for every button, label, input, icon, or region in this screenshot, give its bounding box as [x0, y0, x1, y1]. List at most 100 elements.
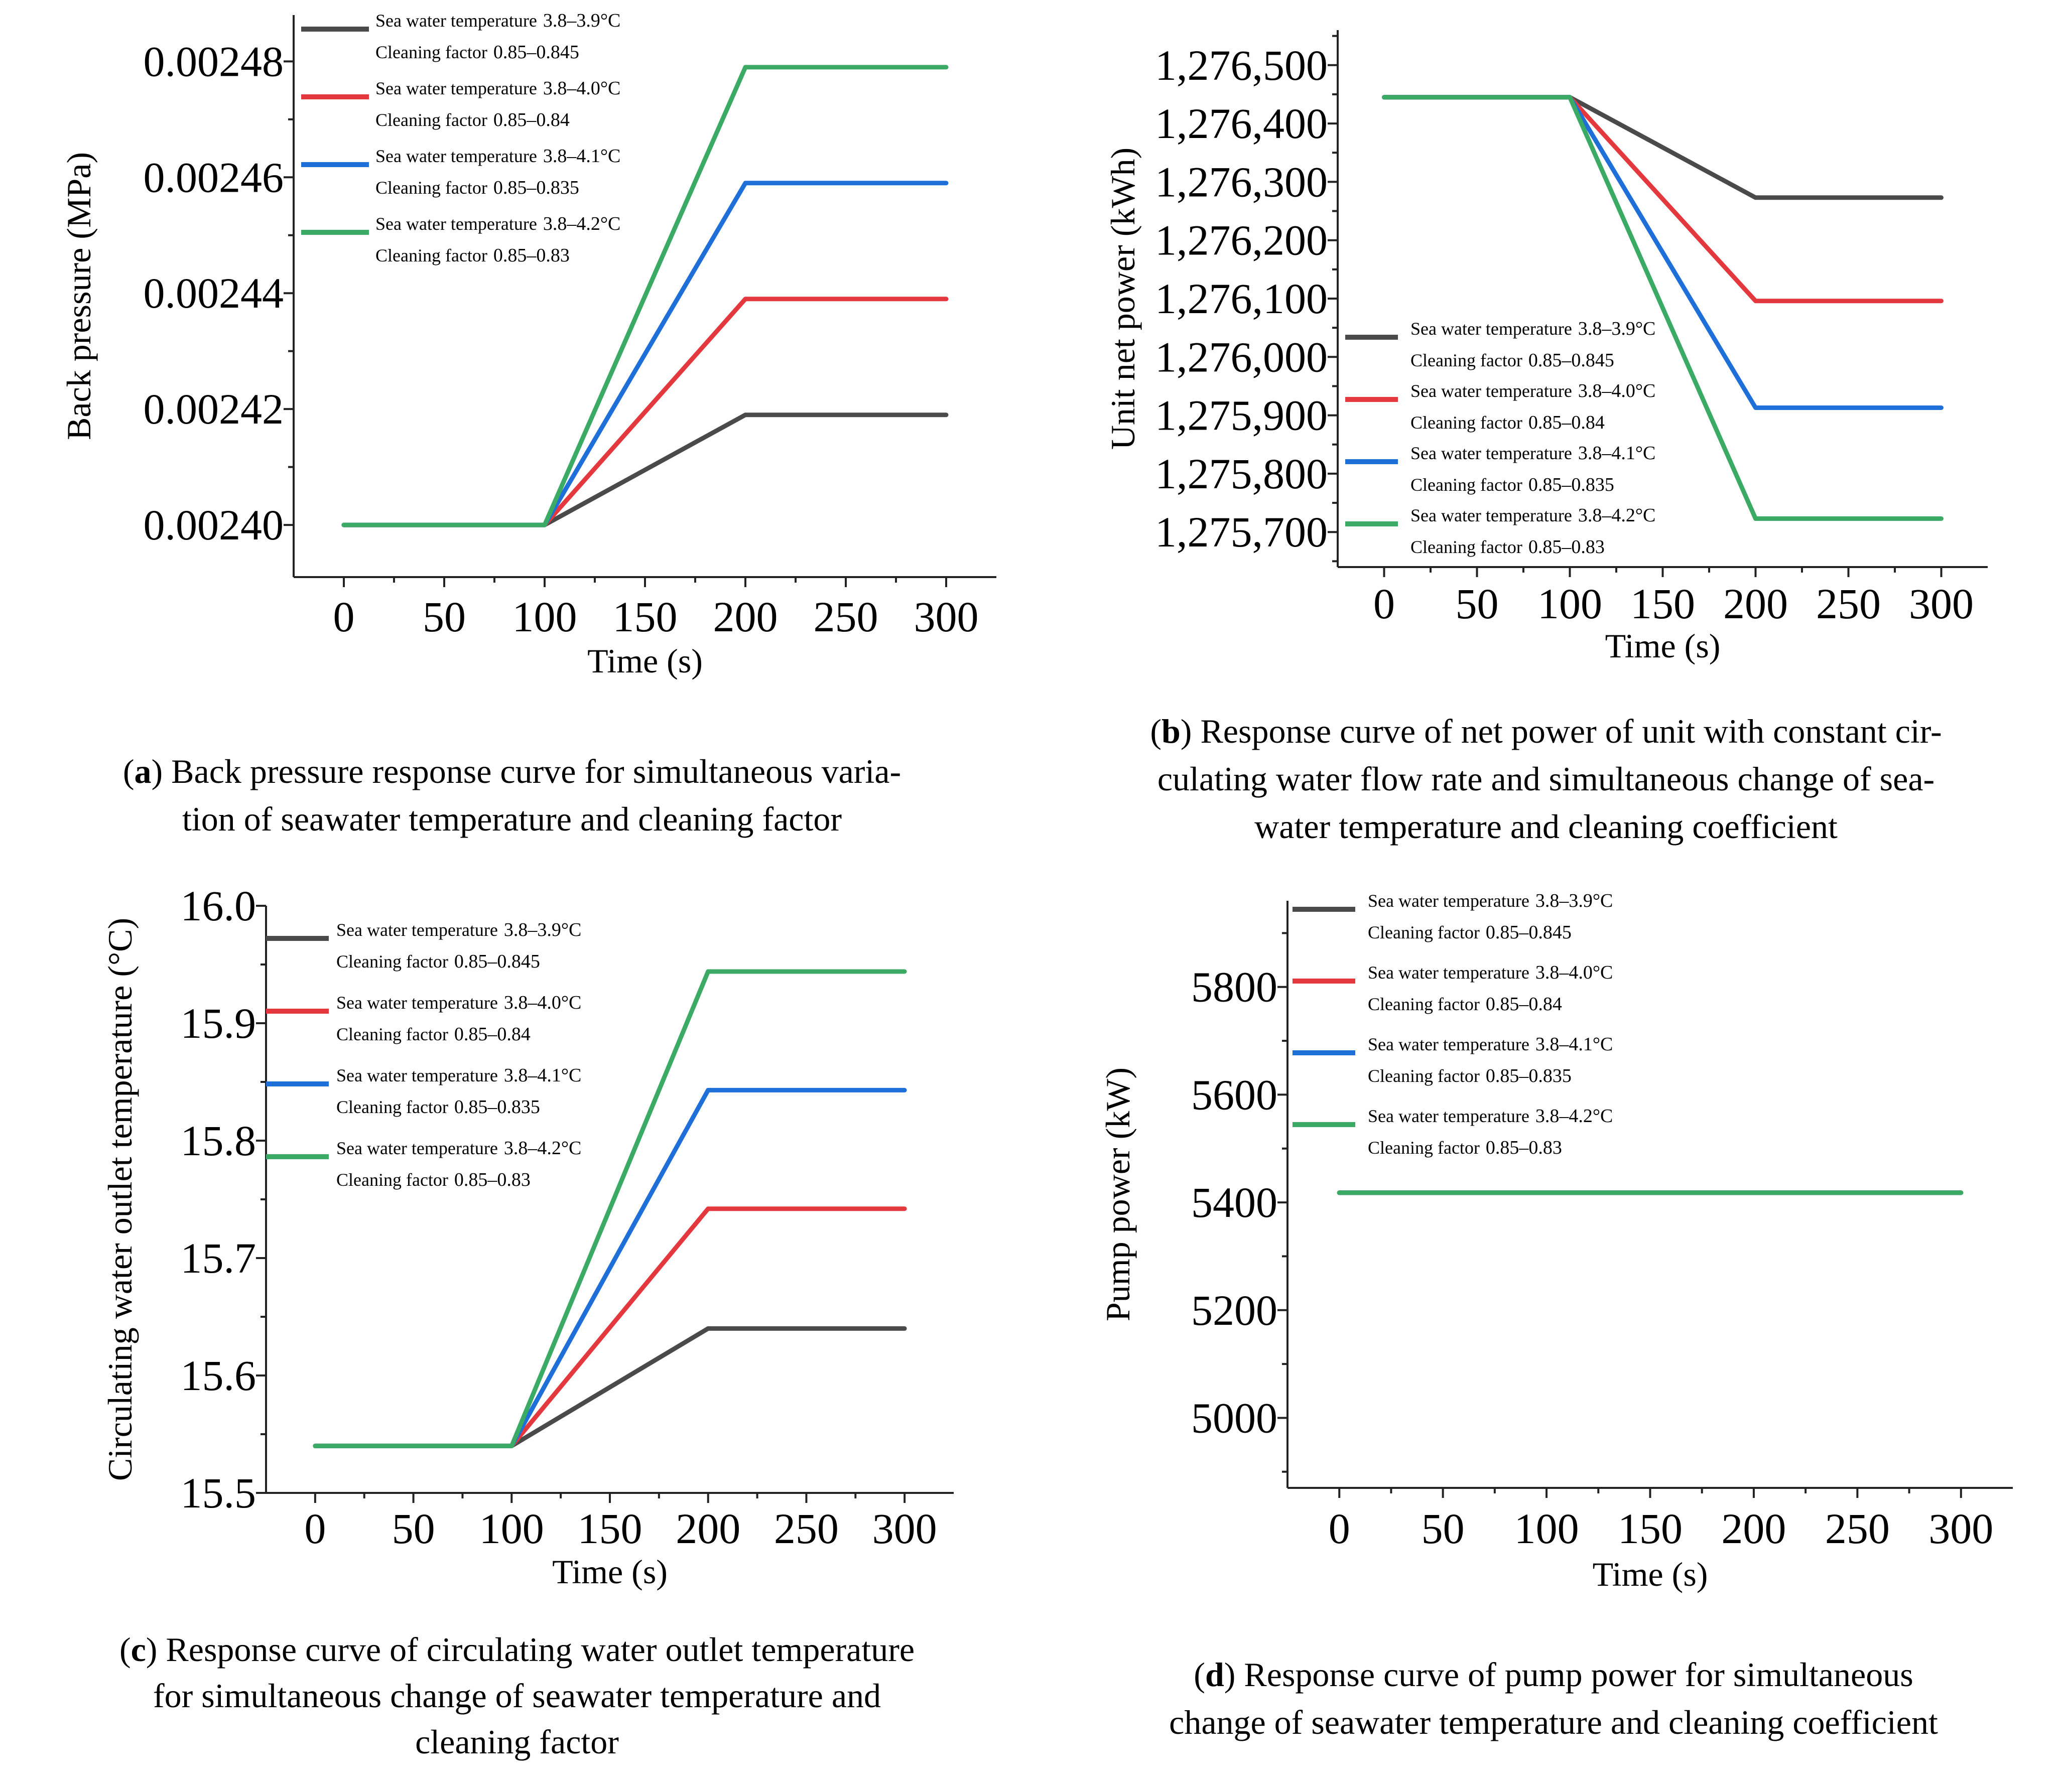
- x-tick-label: 300: [1928, 1504, 1993, 1553]
- legend-item-3: Sea water temperature 3.8–4.1°C Cleaning f…: [266, 1065, 581, 1118]
- caption-text: water temperature and cleaning coefficie…: [1254, 807, 1838, 846]
- legend-item-1: Sea water temperature 3.8–3.9°C Cleaning f…: [266, 919, 581, 972]
- panel-caption-line: culating water flow rate and simultaneou…: [1157, 760, 1935, 798]
- legend-temp-range: 3.8–3.9°C: [504, 919, 582, 940]
- legend-label-line1: Sea water temperature 3.8–3.9°C: [1410, 318, 1655, 339]
- legend-item-1: Sea water temperature 3.8–3.9°C Cleaning f…: [301, 10, 620, 63]
- legend-temp-range: 3.8–4.2°C: [1535, 1106, 1613, 1127]
- legend-label-line1: Sea water temperature 3.8–4.2°C: [1368, 1106, 1613, 1127]
- legend-item-3: Sea water temperature 3.8–4.1°C Cleaning f…: [1345, 443, 1655, 495]
- legend-temp-range: 3.8–4.0°C: [504, 992, 582, 1013]
- legend-factor-range: 0.85–0.83: [1528, 536, 1605, 558]
- legend-factor-range: 0.85–0.83: [454, 1169, 531, 1190]
- y-tick-label: 15.9: [181, 999, 256, 1047]
- x-tick-label: 0: [304, 1504, 326, 1553]
- legend-factor-range: 0.85–0.84: [1528, 412, 1605, 433]
- x-tick-label: 100: [479, 1504, 544, 1553]
- x-tick-label: 200: [1723, 580, 1788, 628]
- legend-factor-range: 0.85–0.84: [454, 1024, 531, 1045]
- y-tick-label: 1,276,200: [1155, 216, 1328, 264]
- legend-label-line1: Sea water temperature 3.8–4.2°C: [375, 213, 620, 234]
- panel-caption-line: water temperature and cleaning coefficie…: [1254, 807, 1838, 846]
- y-tick-label: 15.7: [181, 1234, 256, 1282]
- legend-temp-range: 3.8–4.1°C: [504, 1065, 582, 1086]
- caption-paren-open: (: [119, 1630, 131, 1669]
- legend-factor-range: 0.85–0.835: [1486, 1065, 1572, 1086]
- legend-factor-range: 0.85–0.83: [1486, 1137, 1562, 1158]
- legend-label-line1: Sea water temperature 3.8–4.0°C: [375, 78, 620, 99]
- legend-name: Sea water temperature: [375, 214, 537, 234]
- legend-name: Sea water temperature: [336, 1138, 498, 1158]
- x-tick-label: 100: [512, 593, 577, 641]
- x-tick-label: 50: [1456, 580, 1499, 628]
- legend-label-line2: Cleaning factor 0.85–0.84: [336, 1024, 531, 1045]
- legend-factor-label: Cleaning factor: [336, 1024, 448, 1044]
- legend-item-4: Sea water temperature 3.8–4.2°C Cleaning f…: [301, 213, 620, 266]
- x-axis-title: Time (s): [587, 642, 703, 680]
- x-axis-title: Time (s): [1605, 627, 1721, 665]
- legend-label-line1: Sea water temperature 3.8–4.0°C: [1410, 380, 1655, 401]
- chart-legend: Sea water temperature 3.8–3.9°C Cleaning f…: [266, 919, 581, 1190]
- legend-label-line2: Cleaning factor 0.85–0.84: [1410, 412, 1605, 433]
- legend-item-2: Sea water temperature 3.8–4.0°C Cleaning f…: [1293, 962, 1613, 1015]
- legend-factor-range: 0.85–0.845: [454, 951, 540, 972]
- legend-name: Sea water temperature: [336, 1065, 498, 1085]
- chart-panel-a: 0 50 100 150 200 250 300 0.00240 0.00242 0.00244 0…: [60, 10, 996, 838]
- y-tick-label: 1,275,700: [1155, 508, 1328, 556]
- y-tick-label: 15.8: [181, 1117, 256, 1165]
- x-tick-label: 200: [676, 1504, 740, 1553]
- legend-temp-range: 3.8–4.0°C: [1535, 962, 1613, 983]
- legend-temp-range: 3.8–3.9°C: [543, 10, 621, 31]
- legend-name: Sea water temperature: [1368, 891, 1529, 911]
- legend-factor-label: Cleaning factor: [375, 245, 487, 265]
- legend-factor-range: 0.85–0.835: [493, 177, 579, 198]
- y-tick-label: 0.00242: [144, 385, 284, 433]
- y-tick-label: 1,276,300: [1155, 158, 1328, 206]
- x-tick-label: 250: [814, 593, 878, 641]
- legend-label-line2: Cleaning factor 0.85–0.83: [336, 1169, 531, 1190]
- legend-factor-label: Cleaning factor: [375, 110, 487, 130]
- legend-label-line2: Cleaning factor 0.85–0.845: [336, 951, 540, 972]
- chart-legend: Sea water temperature 3.8–3.9°C Cleaning f…: [301, 10, 620, 266]
- caption-text: ) Response curve of pump power for simul…: [1224, 1656, 1913, 1694]
- y-tick-label: 1,275,900: [1155, 391, 1328, 440]
- legend-factor-label: Cleaning factor: [336, 1097, 448, 1117]
- legend-temp-range: 3.8–4.2°C: [504, 1138, 582, 1159]
- legend-factor-label: Cleaning factor: [1368, 922, 1480, 942]
- legend-label-line2: Cleaning factor 0.85–0.845: [375, 42, 579, 63]
- legend-label-line1: Sea water temperature 3.8–4.2°C: [1410, 505, 1655, 526]
- y-tick-label: 5600: [1191, 1070, 1277, 1119]
- legend-name: Sea water temperature: [336, 920, 498, 940]
- legend-item-4: Sea water temperature 3.8–4.2°C Cleaning f…: [1293, 1106, 1613, 1158]
- x-tick-label: 300: [872, 1504, 937, 1553]
- x-tick-label: 100: [1537, 580, 1602, 628]
- legend-factor-range: 0.85–0.845: [493, 42, 579, 63]
- x-axis-title: Time (s): [1593, 1555, 1708, 1593]
- panel-caption-line: tion of seawater temperature and cleanin…: [182, 800, 842, 838]
- y-tick-label: 0.00240: [144, 501, 284, 549]
- y-tick-label: 1,276,100: [1155, 274, 1328, 323]
- legend-label-line1: Sea water temperature 3.8–4.2°C: [336, 1138, 581, 1159]
- legend-factor-label: Cleaning factor: [1410, 475, 1522, 495]
- x-tick-label: 200: [1721, 1504, 1786, 1553]
- legend-label-line2: Cleaning factor 0.85–0.84: [375, 109, 570, 130]
- legend-temp-range: 3.8–4.0°C: [543, 78, 621, 99]
- legend-factor-range: 0.85–0.845: [1528, 350, 1614, 371]
- legend-label-line1: Sea water temperature 3.8–4.1°C: [1410, 443, 1655, 464]
- legend-factor-range: 0.85–0.835: [454, 1096, 540, 1118]
- panel-caption-line: cleaning factor: [415, 1723, 619, 1761]
- x-tick-label: 0: [1329, 1504, 1350, 1553]
- y-axis-title: Unit net power (kWh): [1104, 148, 1142, 450]
- legend-factor-label: Cleaning factor: [1410, 412, 1522, 433]
- legend-temp-range: 3.8–4.1°C: [1578, 443, 1656, 464]
- legend-label-line1: Sea water temperature 3.8–4.1°C: [336, 1065, 581, 1086]
- legend-label-line1: Sea water temperature 3.8–4.1°C: [375, 146, 620, 167]
- legend-factor-label: Cleaning factor: [1410, 537, 1522, 557]
- legend-label-line2: Cleaning factor 0.85–0.835: [336, 1096, 540, 1118]
- y-tick-label: 1,276,000: [1155, 333, 1328, 381]
- caption-text: ) Response curve of circulating water ou…: [146, 1630, 915, 1669]
- legend-label-line1: Sea water temperature 3.8–4.0°C: [336, 992, 581, 1013]
- legend-temp-range: 3.8–3.9°C: [1535, 890, 1613, 911]
- legend-factor-range: 0.85–0.83: [493, 245, 570, 266]
- legend-label-line1: Sea water temperature 3.8–4.1°C: [1368, 1034, 1613, 1055]
